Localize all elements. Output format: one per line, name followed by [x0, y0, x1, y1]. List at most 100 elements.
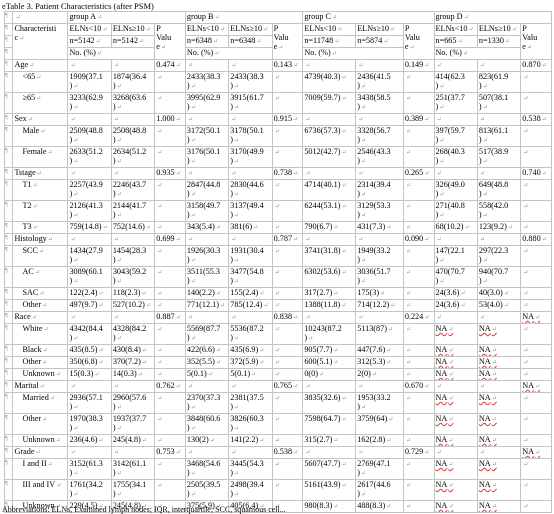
p-value-cell: 0.887: [154, 311, 186, 324]
value-cell: [228, 311, 273, 324]
empty-cell: [402, 356, 435, 369]
value-cell: NA: [433, 434, 478, 447]
value-cell: [355, 167, 404, 180]
value-cell: [67, 59, 112, 72]
value-cell: [355, 59, 404, 72]
value-cell: 3043(59.2 ): [110, 266, 156, 288]
empty-cell: [520, 323, 552, 345]
empty-cell: [402, 434, 435, 447]
row-marker: ¶: [3, 311, 14, 324]
table-row: ¶Other1970(38.3 )1937(37.7 )3848(60.6 )3…: [3, 413, 552, 435]
value-cell: NA: [476, 392, 522, 414]
header-row-eln: ¶Characteristi cELNs<10ELNs≥10P Valu eEL…: [3, 23, 552, 60]
empty-cell: [520, 221, 552, 234]
value-cell: 2436(41.5 ): [355, 71, 404, 93]
value-cell: [476, 311, 522, 324]
n-ge-header: n=6348: [228, 35, 273, 48]
empty-cell: [520, 266, 552, 288]
category-label: T1: [12, 179, 69, 201]
value-cell: [476, 113, 522, 126]
table-row: ¶SAC122(2.4)118(2.3) 140(2.2)155(2.4) 317(…: [3, 287, 552, 300]
value-cell: 2370(37.3 ): [184, 392, 230, 414]
value-cell: 2126(41.3 ): [67, 200, 112, 222]
unit-header: No. (%): [433, 47, 522, 60]
value-cell: 2246(43.7 ): [110, 179, 156, 201]
value-cell: [228, 446, 273, 459]
variable-label: Marital: [12, 380, 69, 393]
p-value-cell: 0.762: [154, 380, 186, 393]
variable-label: Sex: [12, 113, 69, 126]
value-cell: 5607(47.7): [302, 458, 357, 480]
value-cell: [433, 233, 478, 246]
empty-cell: [520, 479, 552, 501]
eln-ge-header: ELNs≥10: [476, 23, 522, 36]
eln-lt-header: ELNs<10: [302, 23, 357, 36]
row-marker: ¶: [3, 287, 14, 300]
value-cell: [302, 59, 357, 72]
group-header: group D: [433, 11, 552, 24]
empty-cell: [520, 125, 552, 147]
variable-row: ¶Age 0.474 0.143 0.149 0.870: [3, 59, 552, 72]
empty-cell: [520, 368, 552, 381]
value-cell: 162(2.8): [355, 434, 404, 447]
value-cell: 251(37.7 ): [433, 92, 478, 114]
row-marker: ¶: [3, 323, 14, 345]
value-cell: 141(2.2): [228, 434, 273, 447]
value-cell: 5536(87.2 ): [228, 323, 273, 345]
value-cell: 10243(87.2 ): [302, 323, 357, 345]
category-label: Other: [12, 299, 69, 312]
value-cell: [228, 380, 273, 393]
value-cell: 130(2): [184, 434, 230, 447]
value-cell: 123(9.2): [476, 221, 522, 234]
value-cell: [476, 59, 522, 72]
empty-cell: [154, 434, 186, 447]
value-cell: 315(2.7): [302, 434, 357, 447]
table-footnote: Abbreviations: ELNs, Examined lymph node…: [2, 505, 286, 514]
value-cell: NA: [476, 458, 522, 480]
header-row-groups: ¶ group Agroup Bgroup Cgroup D: [3, 11, 552, 24]
value-cell: NA: [476, 344, 522, 357]
empty-cell: [154, 287, 186, 300]
empty-cell: [271, 71, 304, 93]
value-cell: 3826(60.3 ): [228, 413, 273, 435]
value-cell: 326(49.0 ): [433, 179, 478, 201]
category-label: <65: [12, 71, 69, 93]
empty-cell: [271, 458, 304, 480]
empty-cell: [154, 323, 186, 345]
empty-cell: [271, 287, 304, 300]
value-cell: 5(0.1): [184, 368, 230, 381]
value-cell: 15(0.3): [67, 368, 112, 381]
value-cell: [476, 380, 522, 393]
value-cell: 175(3): [355, 287, 404, 300]
p-value-cell: 0.738: [271, 167, 304, 180]
value-cell: [355, 311, 404, 324]
value-cell: 2546(43.3 ): [355, 146, 404, 168]
group-header: group B: [184, 11, 304, 24]
value-cell: 24(3.6): [433, 299, 478, 312]
p-value-cell: NA: [520, 311, 552, 324]
value-cell: 600(5.1): [302, 356, 357, 369]
p-value-cell: 1.000: [154, 113, 186, 126]
variable-row: ¶Grade 0.753 0.538 0.729 NA: [3, 446, 552, 459]
value-cell: 1953(33.2 ): [355, 392, 404, 414]
value-cell: [228, 233, 273, 246]
value-cell: 517(38.9 ): [476, 146, 522, 168]
category-label: ≥65: [12, 92, 69, 114]
value-cell: 2508(48.8 ): [110, 125, 156, 147]
empty-cell: [402, 479, 435, 501]
category-label: T3: [12, 221, 69, 234]
variable-row: ¶Tstage 0.935 0.738 0.265 0.740: [3, 167, 552, 180]
value-cell: 2498(39.4 ): [228, 479, 273, 501]
eln-ge-header: ELNs≥10: [228, 23, 273, 36]
value-cell: NA: [433, 344, 478, 357]
value-cell: 2617(44.6 ): [355, 479, 404, 501]
value-cell: 2509(48.8 ): [67, 125, 112, 147]
value-cell: NA: [433, 356, 478, 369]
empty-cell: [271, 125, 304, 147]
empty-cell: [271, 434, 304, 447]
p-value-cell: 0.765: [271, 380, 304, 393]
empty-cell: [154, 125, 186, 147]
value-cell: 2(0): [355, 368, 404, 381]
p-value-cell: 0.538: [520, 113, 552, 126]
value-cell: 245(4.8): [110, 434, 156, 447]
